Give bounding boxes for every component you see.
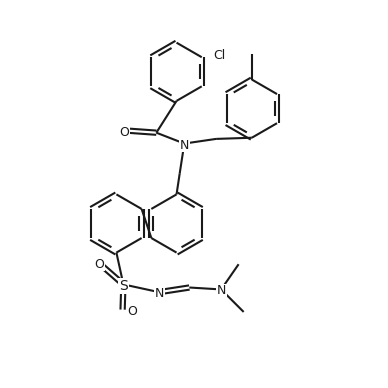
Text: N: N — [154, 287, 164, 300]
Text: O: O — [127, 305, 137, 319]
Text: O: O — [120, 126, 130, 139]
Text: O: O — [94, 258, 104, 271]
Text: Cl: Cl — [213, 49, 226, 62]
Text: S: S — [119, 279, 128, 293]
Text: N: N — [180, 139, 189, 152]
Text: N: N — [217, 284, 226, 298]
